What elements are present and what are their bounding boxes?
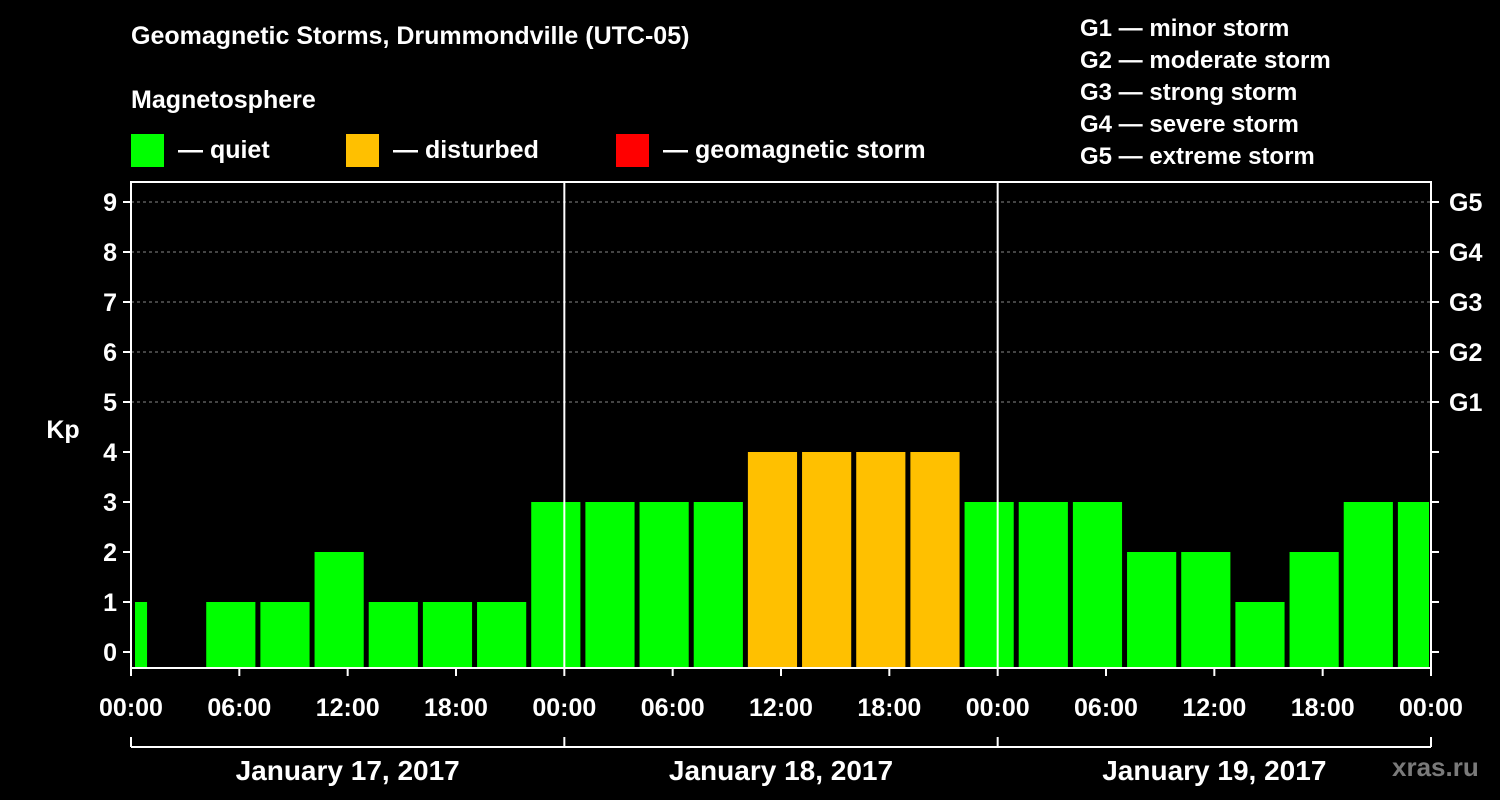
x-tick-label: 06:00	[207, 694, 271, 722]
x-tick-label: 06:00	[1074, 694, 1138, 722]
x-tick-label: 18:00	[424, 694, 488, 722]
g-scale-g1: G1 — minor storm	[1080, 15, 1290, 42]
legend-swatch-disturbed	[346, 133, 379, 167]
g-level-label: G5	[1449, 189, 1482, 217]
y-tick-label: 3	[103, 489, 117, 517]
day-label: January 18, 2017	[669, 755, 893, 786]
x-tick-label: 00:00	[966, 694, 1030, 722]
x-tick-label: 06:00	[641, 694, 705, 722]
legend-swatch-quiet	[131, 133, 164, 167]
kp-bar	[856, 452, 906, 668]
x-tick-label: 12:00	[749, 694, 813, 722]
kp-bar	[1018, 502, 1068, 668]
g-level-label: G1	[1449, 389, 1482, 417]
kp-bar	[206, 602, 256, 668]
kp-bar	[422, 602, 473, 668]
g-scale-legend: G1 — minor storm G2 — moderate storm G3 …	[1080, 14, 1331, 174]
y-tick-label: 7	[103, 289, 117, 317]
g-level-label: G3	[1449, 289, 1482, 317]
legend-label-storm: — geomagnetic storm	[663, 135, 926, 164]
legend-label-disturbed: — disturbed	[393, 135, 539, 164]
chart-title: Geomagnetic Storms, Drummondville (UTC-0…	[131, 22, 690, 50]
kp-bar	[1127, 552, 1177, 668]
g-level-label: G2	[1449, 339, 1482, 367]
kp-bar	[802, 452, 852, 668]
kp-bar	[1072, 502, 1123, 668]
x-tick-label: 18:00	[857, 694, 921, 722]
x-tick-label: 00:00	[99, 694, 163, 722]
g-scale-g5: G5 — extreme storm	[1080, 143, 1315, 170]
legend-label-quiet: — quiet	[178, 135, 270, 164]
y-tick-label: 2	[103, 539, 117, 567]
x-tick-label: 12:00	[1182, 694, 1246, 722]
kp-bar	[1289, 552, 1339, 668]
y-tick-label: 6	[103, 339, 117, 367]
x-tick-label: 12:00	[316, 694, 380, 722]
magnetosphere-heading: Magnetosphere	[131, 86, 316, 114]
kp-bar	[585, 502, 635, 668]
y-tick-label: 8	[103, 239, 117, 267]
kp-bar	[910, 452, 960, 668]
kp-bar	[747, 452, 798, 668]
g-level-label: G4	[1449, 239, 1482, 267]
y-tick-label: 5	[103, 389, 117, 417]
kp-bar	[260, 602, 310, 668]
kp-bar	[368, 602, 418, 668]
kp-bar	[477, 602, 527, 668]
kp-bar	[314, 552, 364, 668]
y-tick-label: 0	[103, 639, 117, 667]
g-scale-g2: G2 — moderate storm	[1080, 47, 1331, 74]
kp-bar	[639, 502, 689, 668]
y-axis-label: Kp	[46, 416, 79, 444]
x-tick-label: 00:00	[1399, 694, 1463, 722]
legend-item-disturbed: — disturbed	[346, 133, 539, 167]
kp-bar	[1397, 502, 1429, 668]
x-tick-label: 00:00	[532, 694, 596, 722]
y-tick-label: 1	[103, 589, 117, 617]
day-label: January 17, 2017	[236, 755, 460, 786]
g-scale-g4: G4 — severe storm	[1080, 111, 1299, 138]
kp-bar	[964, 502, 1014, 668]
g-scale-g3: G3 — strong storm	[1080, 79, 1298, 106]
legend-item-storm: — geomagnetic storm	[616, 133, 926, 167]
kp-bar	[693, 502, 743, 668]
kp-bar	[1235, 602, 1285, 668]
legend-item-quiet: — quiet	[131, 133, 270, 167]
watermark: xras.ru	[1392, 752, 1479, 782]
y-tick-label: 9	[103, 189, 117, 217]
legend-swatch-storm	[616, 133, 649, 167]
kp-bar	[135, 602, 148, 668]
day-label: January 19, 2017	[1102, 755, 1326, 786]
x-tick-label: 18:00	[1291, 694, 1355, 722]
kp-bar	[531, 502, 581, 668]
kp-bar	[1343, 502, 1393, 668]
kp-bar	[1181, 552, 1231, 668]
y-tick-label: 4	[103, 439, 117, 467]
